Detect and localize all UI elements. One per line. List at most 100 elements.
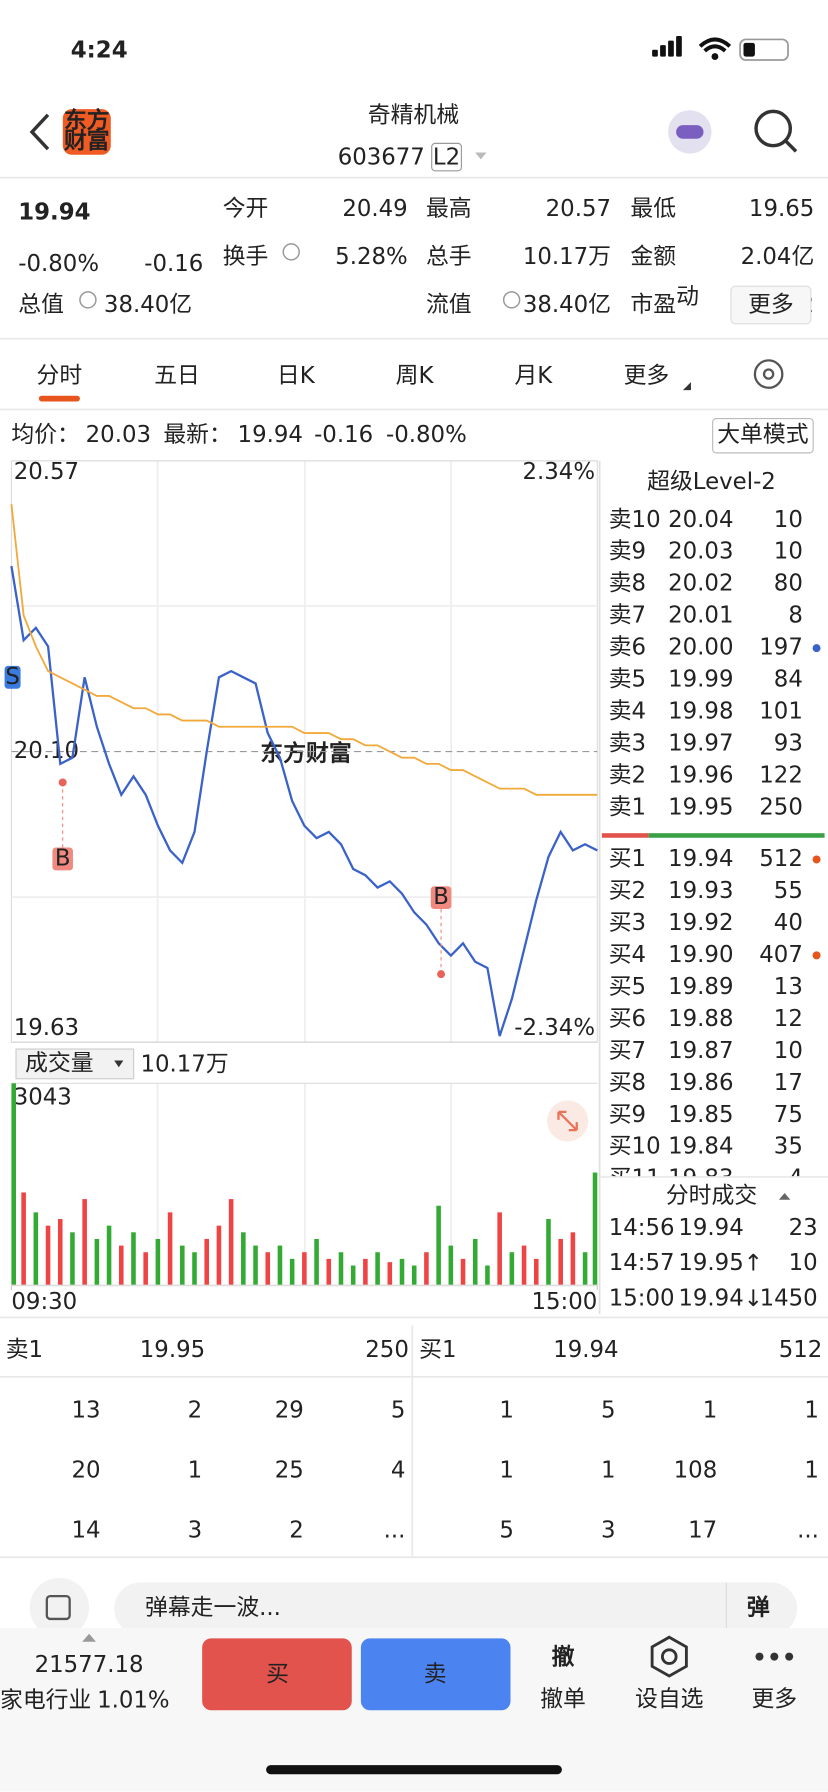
volume-bar [131, 1232, 136, 1286]
book-label: 卖3 [609, 731, 646, 757]
latest-value: 19.94 [238, 422, 303, 448]
book-label: 卖5 [609, 667, 646, 693]
field-label: 流值 [426, 292, 472, 318]
book-price: 19.84 [668, 1134, 733, 1160]
watch-icon [650, 1635, 688, 1678]
field-value: 10.17万 [523, 244, 611, 270]
buy-button[interactable] [202, 1638, 352, 1711]
settings-icon[interactable] [753, 359, 784, 389]
tab[interactable]: 日K [277, 363, 316, 389]
volume-bar [265, 1252, 271, 1286]
book1-price: 19.94 [553, 1337, 618, 1363]
book-price: 19.99 [668, 667, 733, 693]
marker-label: B [433, 884, 449, 910]
watermark: 东方财富 [260, 740, 351, 767]
more-menu[interactable]: 更多 [751, 1687, 797, 1713]
volume-bar [533, 1258, 539, 1286]
book-label: 买4 [609, 942, 646, 968]
order-size: 1 [188, 1458, 203, 1484]
order-size: 13 [71, 1398, 100, 1424]
x-tick-label: 15:00 [532, 1289, 598, 1315]
tab[interactable]: 月K [514, 363, 553, 389]
book-qty: 512 [759, 846, 803, 872]
more-button-text[interactable]: 更多 [748, 292, 794, 318]
danmaku-toggle[interactable] [29, 1577, 90, 1638]
danmaku-input[interactable] [114, 1582, 798, 1635]
y2-tick-label: 2.34% [522, 459, 595, 485]
volume-label: 成交量 [25, 1050, 93, 1076]
cancel-button[interactable]: 撤单 [540, 1687, 586, 1713]
book-price: 20.02 [668, 571, 733, 597]
book-label: 买7 [609, 1038, 646, 1064]
volume-bar [314, 1238, 319, 1286]
field-value: 38.40亿 [104, 292, 192, 318]
volume-bar [106, 1225, 112, 1286]
marker-label: S [5, 664, 19, 690]
trade-arrow: ↑ [744, 1250, 763, 1276]
volume-bar [155, 1238, 161, 1286]
more-button[interactable] [730, 285, 812, 325]
book-label: 卖9 [609, 539, 646, 565]
tab[interactable]: 五日 [154, 363, 200, 389]
dropdown[interactable] [475, 152, 487, 160]
sector-name: 家电行业 [0, 1688, 91, 1714]
volume-bar [45, 1225, 51, 1286]
marker-label: B [55, 845, 71, 871]
volume-bar [21, 1192, 26, 1286]
volume-bar [241, 1232, 246, 1286]
book-qty: 12 [774, 1006, 803, 1032]
trade-marker: S [4, 664, 21, 690]
cancel-icon[interactable]: 撤 [552, 1643, 575, 1670]
mode-button-text[interactable]: 大单模式 [717, 422, 808, 448]
tab[interactable]: 分时 [37, 363, 83, 389]
tab[interactable]: 更多 [624, 363, 670, 389]
book-price: 19.87 [668, 1038, 733, 1064]
price: 19.94 [18, 200, 90, 226]
danmaku-send[interactable]: 弹 [747, 1595, 770, 1621]
trade-qty: 10 [789, 1250, 818, 1276]
trade-time: 14:56 [609, 1215, 675, 1241]
book-label: 买11 [609, 1166, 661, 1192]
volume-bar [460, 1258, 466, 1286]
book-label: 卖1 [609, 795, 646, 821]
signal-bar [652, 49, 658, 57]
volume-bar [94, 1238, 100, 1286]
volume-selector[interactable] [15, 1048, 135, 1080]
mode-button[interactable] [712, 418, 814, 454]
book-dot [812, 951, 821, 960]
book-price: 20.03 [668, 539, 733, 565]
volume-bar [546, 1219, 551, 1286]
volume-bar [338, 1252, 344, 1286]
volume-bar [485, 1265, 490, 1286]
volume-bar [167, 1212, 173, 1286]
volume-bar [57, 1219, 63, 1286]
average-line [10, 504, 598, 796]
search-icon[interactable] [754, 109, 793, 148]
book-price: 20.01 [668, 603, 733, 629]
book-qty: 17 [774, 1070, 803, 1096]
field-label: 市盈 [630, 292, 676, 318]
trade-price: 19.94↓ [678, 1286, 763, 1312]
volume-bar [497, 1212, 502, 1286]
volume-bar [387, 1262, 393, 1286]
field-value: 20.57 [546, 196, 611, 222]
latest-percent: -0.80% [386, 422, 467, 448]
battery [739, 38, 789, 61]
buy-button-text[interactable]: 买 [266, 1661, 289, 1687]
volume-bar [582, 1252, 588, 1286]
status-time: 4:24 [71, 37, 128, 63]
book1-label: 卖1 [6, 1337, 43, 1363]
sell-button-text[interactable]: 卖 [424, 1661, 447, 1687]
book1-qty: 250 [365, 1337, 409, 1363]
order-size: 14 [71, 1517, 100, 1543]
back-button[interactable] [29, 113, 50, 151]
tab[interactable]: 周K [396, 363, 435, 389]
field-value: 38.40亿 [523, 292, 611, 318]
book-label: 买10 [609, 1134, 661, 1160]
sell-button[interactable] [360, 1638, 511, 1711]
watch-button[interactable]: 设自选 [635, 1687, 704, 1713]
trades-toggle[interactable] [778, 1192, 791, 1200]
volume-bar [216, 1225, 222, 1286]
avg-label: 均价： [11, 422, 79, 448]
